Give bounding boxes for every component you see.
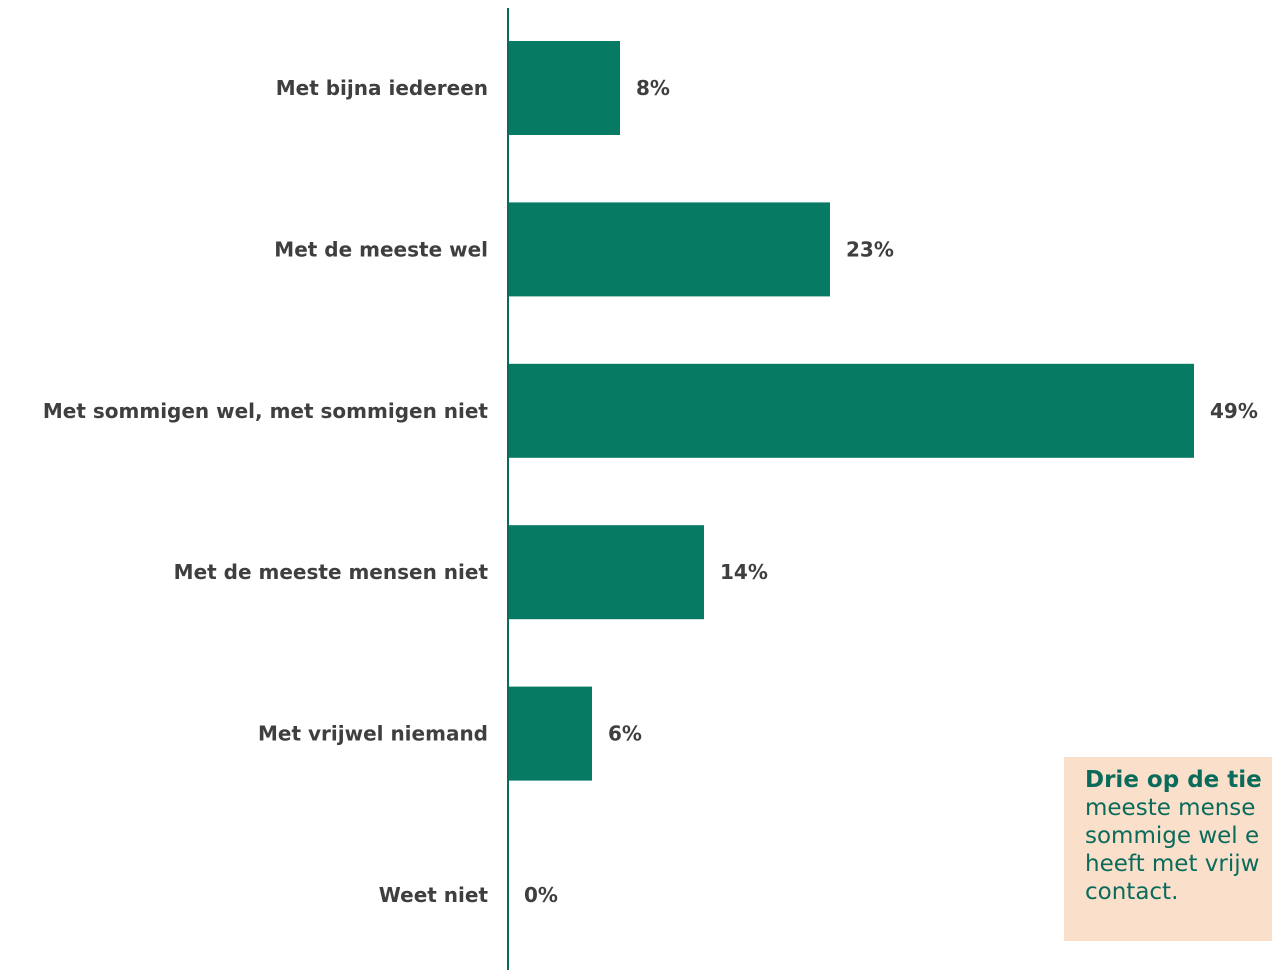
data-label: 14% xyxy=(720,560,768,584)
data-label: 0% xyxy=(524,883,558,907)
category-label: Met de meeste wel xyxy=(274,237,488,261)
category-labels: Met bijna iedereen Met de meeste wel Met s… xyxy=(43,76,489,907)
data-label: 23% xyxy=(846,237,894,261)
data-label: 6% xyxy=(608,722,642,746)
bar xyxy=(508,202,830,297)
bar xyxy=(508,41,620,135)
value-labels: 8% 23% 49% 14% 6% 0% xyxy=(524,76,1258,907)
category-label: Met de meeste mensen niet xyxy=(174,560,489,584)
category-label: Met bijna iedereen xyxy=(276,76,488,100)
category-label: Met vrijwel niemand xyxy=(258,722,488,746)
bar xyxy=(508,363,1194,458)
category-label: Weet niet xyxy=(379,883,489,907)
data-label: 49% xyxy=(1210,399,1258,423)
data-label: 8% xyxy=(636,76,670,100)
category-label: Met sommigen wel, met sommigen niet xyxy=(43,399,489,423)
bar xyxy=(508,686,592,781)
bars xyxy=(508,41,1194,781)
bar xyxy=(508,525,704,620)
